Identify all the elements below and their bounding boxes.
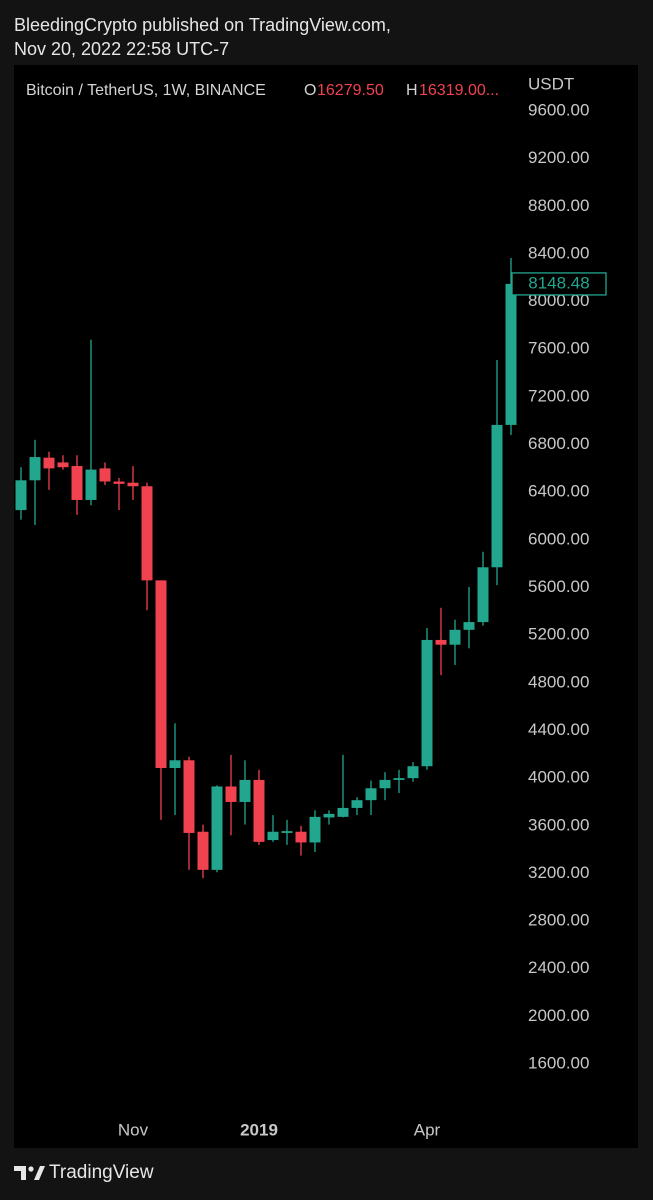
candle-body <box>15 480 27 511</box>
candle-body <box>71 466 83 500</box>
logo <box>14 1166 45 1180</box>
y-tick-label: 8000.00 <box>528 291 589 310</box>
y-tick-label: 8800.00 <box>528 196 589 215</box>
candle-body <box>477 567 489 623</box>
y-tick-label: 4800.00 <box>528 672 589 691</box>
candle-body <box>57 462 69 468</box>
footer-brand: TradingView <box>49 1162 154 1183</box>
date-line: Nov 20, 2022 22:58 UTC-7 <box>14 39 229 59</box>
logo-mark <box>14 1166 26 1180</box>
y-tick-label: 2000.00 <box>528 1006 589 1025</box>
candle-body <box>225 786 237 802</box>
candle-body <box>141 486 153 581</box>
y-tick-label: 6800.00 <box>528 434 589 453</box>
candle-body <box>211 786 223 870</box>
candle-body <box>379 779 391 789</box>
candle-body <box>183 760 195 833</box>
candle-body <box>29 457 41 481</box>
candle-body <box>505 283 517 425</box>
candle-body <box>85 469 97 500</box>
candle-body <box>365 788 377 801</box>
x-tick-label: Nov <box>118 1120 149 1139</box>
candle-body <box>309 816 321 843</box>
candle-body <box>197 831 209 870</box>
y-tick-label: 1600.00 <box>528 1054 589 1073</box>
plot: 1600.00 2000.00 2400.00 2800.00 3200.00 3600.… <box>15 100 607 1139</box>
candle-body <box>351 800 363 808</box>
y-tick-label: 7600.00 <box>528 339 589 358</box>
y-tick-label: 5600.00 <box>528 577 589 596</box>
y-unit: USDT <box>528 74 574 93</box>
symbol: Bitcoin / TetherUS, 1W, BINANCE <box>26 82 266 99</box>
logo-slash <box>34 1166 45 1180</box>
candle-body <box>155 580 167 769</box>
candle-body <box>449 629 461 645</box>
candle-body <box>113 481 125 484</box>
candle-body <box>491 424 503 568</box>
last-price-label: 8148.48 <box>528 273 589 292</box>
candle-body <box>267 831 279 841</box>
candle-body <box>127 482 139 487</box>
y-tick-label: 7200.00 <box>528 386 589 405</box>
publisher-line: BleedingCrypto published on TradingView.… <box>14 15 391 35</box>
candle-body <box>43 457 55 469</box>
candle-body <box>323 813 335 818</box>
y-tick-label: 3200.00 <box>528 863 589 882</box>
last-price-box <box>511 272 607 296</box>
candle-body <box>169 760 181 769</box>
candle-body <box>435 639 447 645</box>
candle-body <box>239 779 251 802</box>
y-tick-label: 6400.00 <box>528 482 589 501</box>
legend-high-value: 16319.00... <box>419 82 499 99</box>
legend-high-label: H <box>406 82 418 99</box>
candle-body <box>463 622 475 630</box>
candle-body <box>281 831 293 833</box>
y-tick-label: 9200.00 <box>528 148 589 167</box>
y-tick-label: 2400.00 <box>528 958 589 977</box>
candle-body <box>393 778 405 780</box>
candle-body <box>295 831 307 843</box>
candle-body <box>99 468 111 482</box>
candle-body <box>407 766 419 779</box>
x-tick-label: 2019 <box>240 1120 278 1139</box>
y-tick-label: 4000.00 <box>528 768 589 787</box>
logo-dot <box>28 1166 34 1172</box>
x-tick-label: Apr <box>414 1120 441 1139</box>
candle-body <box>337 807 349 817</box>
y-tick-label: 3600.00 <box>528 815 589 834</box>
y-tick-label: 4400.00 <box>528 720 589 739</box>
y-tick-label: 2800.00 <box>528 911 589 930</box>
y-tick-label: 9600.00 <box>528 100 589 119</box>
y-tick-label: 6000.00 <box>528 529 589 548</box>
candle-body <box>421 639 433 767</box>
legend-open-label: O <box>304 82 316 99</box>
y-tick-label: 5200.00 <box>528 625 589 644</box>
candle-body <box>253 779 265 842</box>
y-tick-label: 8400.00 <box>528 243 589 262</box>
chart-panel <box>14 65 638 1148</box>
legend-open-value: 16279.50 <box>317 82 384 99</box>
